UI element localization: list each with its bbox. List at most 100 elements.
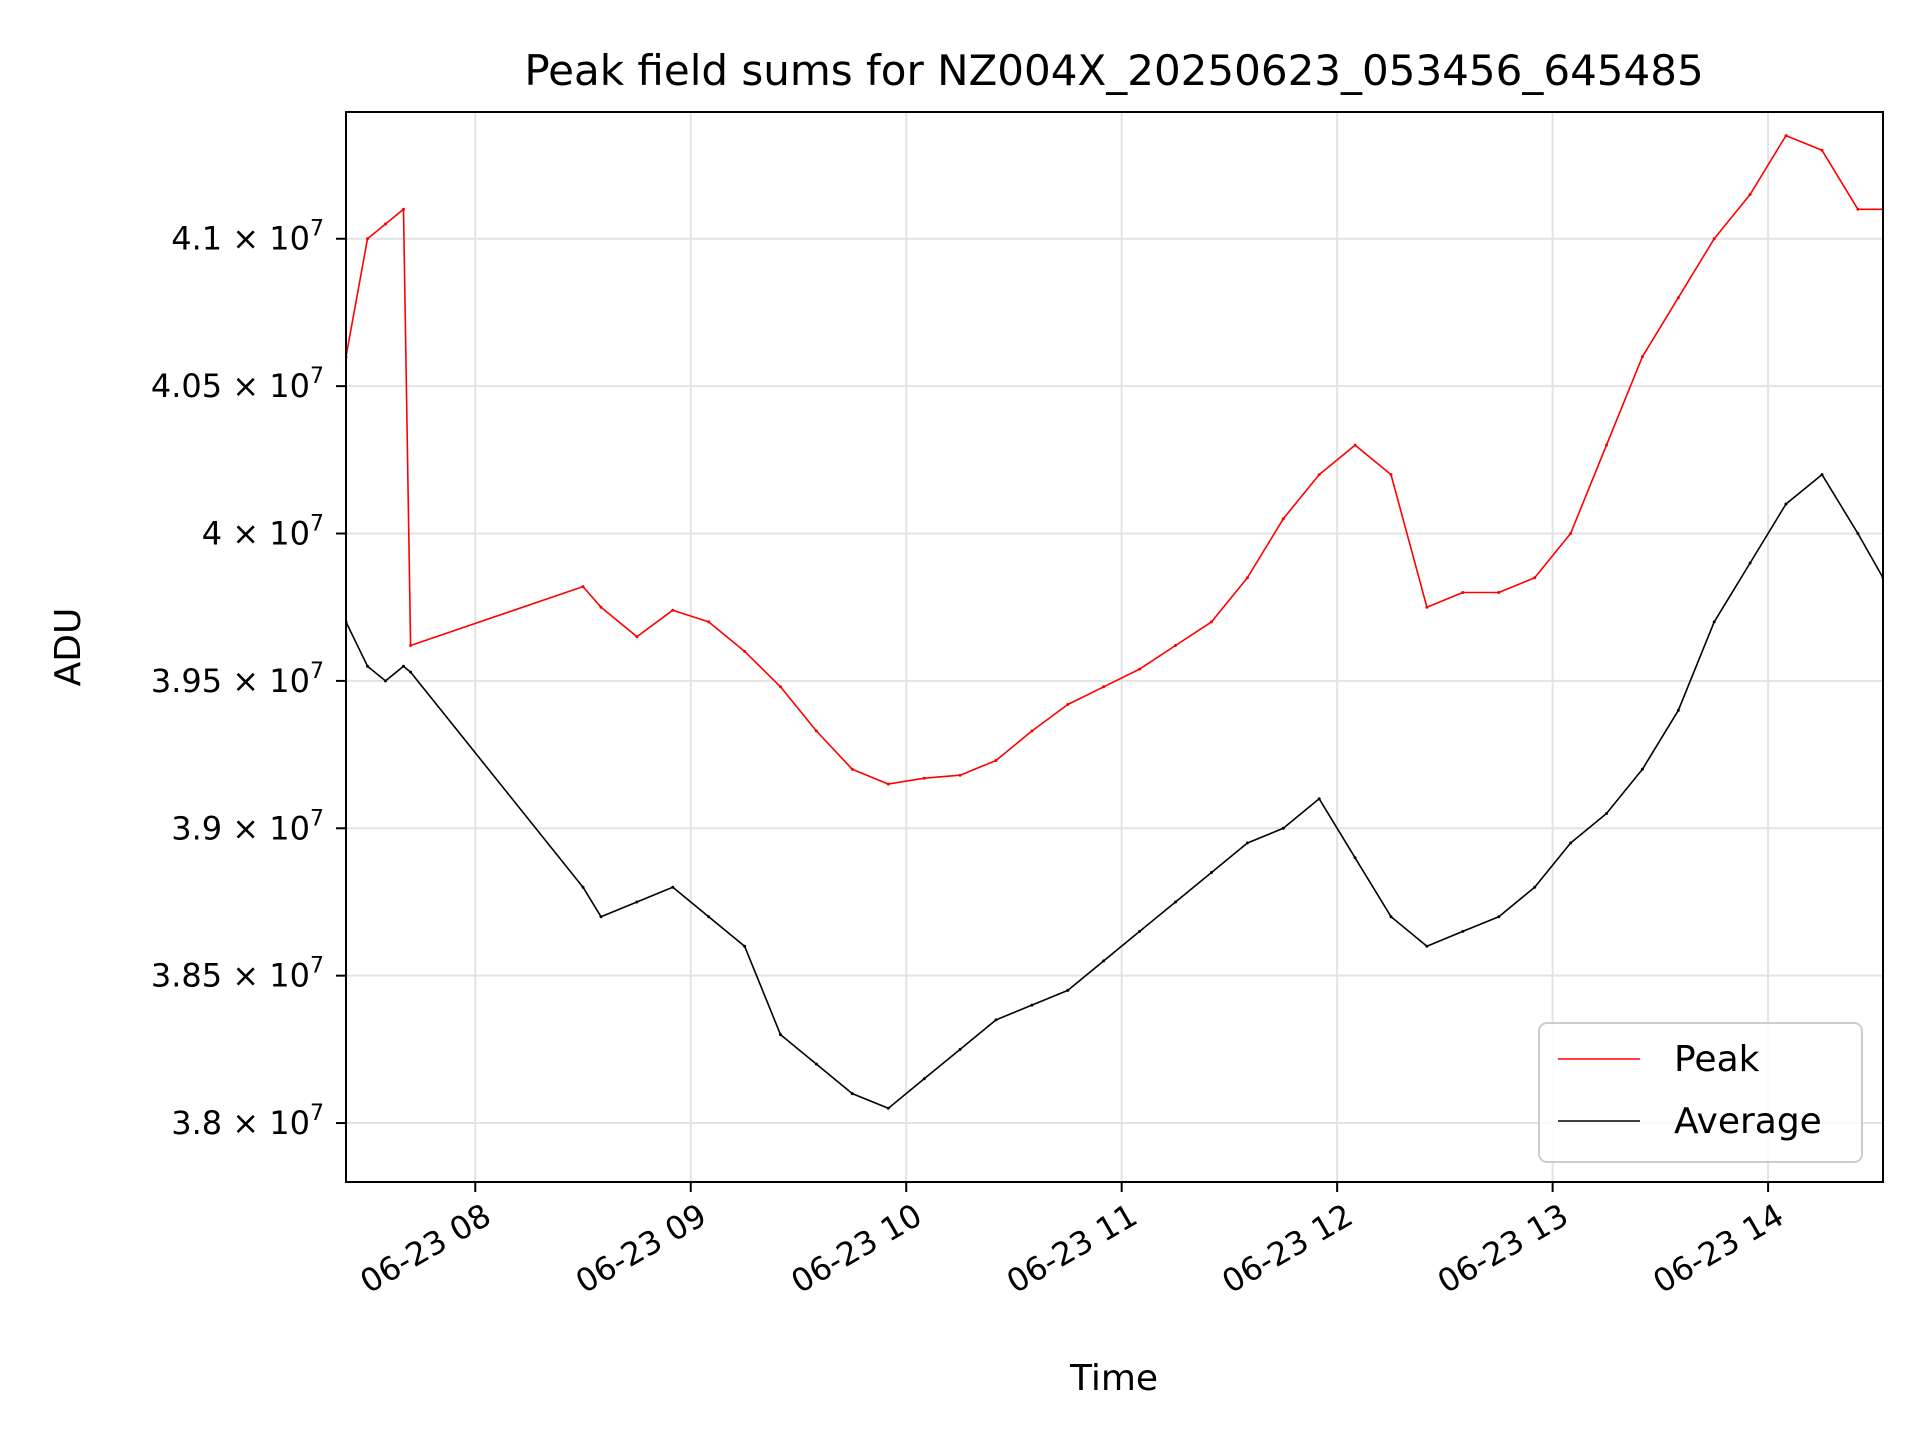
data-point-average xyxy=(707,915,711,919)
data-point-peak xyxy=(1640,355,1644,359)
legend-box xyxy=(1538,1022,1863,1163)
data-point-average xyxy=(850,1092,854,1096)
data-point-average xyxy=(1389,915,1393,919)
data-point-average xyxy=(1317,797,1321,801)
data-point-average xyxy=(1210,871,1213,874)
data-point-average xyxy=(384,679,387,683)
data-point-peak xyxy=(599,605,603,609)
data-point-peak xyxy=(1317,473,1321,477)
x-tick-label: 06-23 14 xyxy=(1646,1196,1790,1301)
data-point-peak xyxy=(1497,591,1501,594)
data-point-average xyxy=(1784,502,1788,506)
data-point-peak xyxy=(1210,620,1213,624)
data-point-peak xyxy=(814,729,818,733)
x-tick-label: 06-23 10 xyxy=(785,1196,929,1301)
data-point-peak xyxy=(1533,576,1537,580)
data-point-peak xyxy=(779,685,782,689)
data-point-average xyxy=(958,1047,962,1051)
data-point-average xyxy=(743,944,747,948)
data-point-average xyxy=(1640,767,1644,771)
data-point-peak xyxy=(1605,443,1608,447)
data-point-average xyxy=(1281,826,1285,830)
data-point-average xyxy=(1676,708,1680,712)
legend: Peak Average xyxy=(1538,1022,1863,1163)
data-point-peak xyxy=(922,776,926,780)
data-point-average xyxy=(581,885,585,889)
data-point-peak xyxy=(1066,703,1070,706)
data-point-peak xyxy=(384,222,387,226)
data-point-peak xyxy=(1748,193,1752,196)
data-point-average xyxy=(1533,885,1537,889)
x-tick-label: 06-23 09 xyxy=(569,1196,713,1301)
data-point-average xyxy=(1245,841,1249,845)
data-point-peak xyxy=(366,237,369,241)
y-axis: 3.8 × 107 3.85 × 107 3.9 × 107 3.95 × 107 4 … xyxy=(151,217,346,1142)
y-tick-label: 4.05 × 107 xyxy=(151,364,324,405)
data-point-peak xyxy=(671,608,675,612)
data-point-average xyxy=(886,1106,890,1110)
data-point-peak xyxy=(1712,237,1716,241)
data-point-peak xyxy=(743,649,747,653)
data-point-average xyxy=(1605,812,1608,815)
data-point-average xyxy=(1820,473,1824,477)
x-axis: 06-23 08 06-23 09 06-23 10 06-23 11 06-23 12… xyxy=(354,1182,1790,1301)
data-point-peak xyxy=(1461,591,1465,594)
x-tick-label: 06-23 11 xyxy=(1000,1196,1144,1301)
data-point-peak xyxy=(994,759,998,762)
data-point-peak xyxy=(850,767,854,771)
data-point-average xyxy=(1712,620,1716,624)
legend-peak-label: Peak xyxy=(1674,1039,1760,1080)
series-layer xyxy=(346,134,1883,1110)
data-point-average xyxy=(1174,900,1177,904)
data-point-peak xyxy=(1245,576,1249,580)
data-point-average xyxy=(1102,959,1106,963)
data-point-average xyxy=(1748,561,1752,565)
data-point-average xyxy=(599,915,603,919)
data-point-peak xyxy=(409,644,413,647)
data-point-average xyxy=(1066,988,1070,992)
x-axis-title: Time xyxy=(1069,1358,1158,1399)
data-point-average xyxy=(1569,841,1573,845)
data-point-average xyxy=(1425,944,1429,948)
data-point-average xyxy=(779,1033,782,1037)
data-point-peak xyxy=(707,620,711,624)
data-point-average xyxy=(366,664,369,668)
plot-frame xyxy=(345,111,1884,1183)
data-point-average xyxy=(1461,929,1465,933)
data-point-peak xyxy=(1784,134,1788,138)
data-point-peak xyxy=(1856,207,1860,211)
data-point-average xyxy=(922,1077,926,1081)
data-point-average xyxy=(635,900,639,904)
data-point-average xyxy=(1030,1003,1034,1007)
data-point-peak xyxy=(1030,729,1034,733)
y-axis-title: ADU xyxy=(48,608,89,687)
y-tick-label: 3.95 × 107 xyxy=(151,659,324,700)
x-tick-label: 06-23 12 xyxy=(1216,1196,1360,1301)
y-tick-label: 3.85 × 107 xyxy=(151,954,324,995)
data-point-peak xyxy=(1820,148,1824,152)
data-point-peak xyxy=(1281,517,1285,521)
data-point-peak xyxy=(1102,685,1106,689)
data-point-peak xyxy=(1389,473,1393,477)
data-point-peak xyxy=(958,773,962,777)
data-point-peak xyxy=(1353,443,1357,447)
data-point-peak xyxy=(1569,532,1573,535)
y-tick-label: 4.1 × 107 xyxy=(171,217,324,258)
data-point-peak xyxy=(1174,644,1177,647)
data-point-peak xyxy=(1425,605,1429,609)
data-point-average xyxy=(1353,856,1357,860)
data-point-average xyxy=(402,664,405,668)
data-point-peak xyxy=(886,782,890,786)
x-tick-label: 06-23 13 xyxy=(1431,1196,1575,1301)
plot-background xyxy=(346,112,1883,1182)
data-point-average xyxy=(671,885,675,889)
data-point-peak xyxy=(635,635,639,639)
data-point-average xyxy=(1856,532,1860,535)
y-tick-label: 3.9 × 107 xyxy=(171,806,324,847)
data-point-average xyxy=(1497,915,1501,919)
y-tick-label: 3.8 × 107 xyxy=(171,1101,324,1142)
data-point-average xyxy=(994,1018,998,1022)
legend-average-label: Average xyxy=(1674,1101,1822,1142)
x-grid xyxy=(474,112,1770,1182)
